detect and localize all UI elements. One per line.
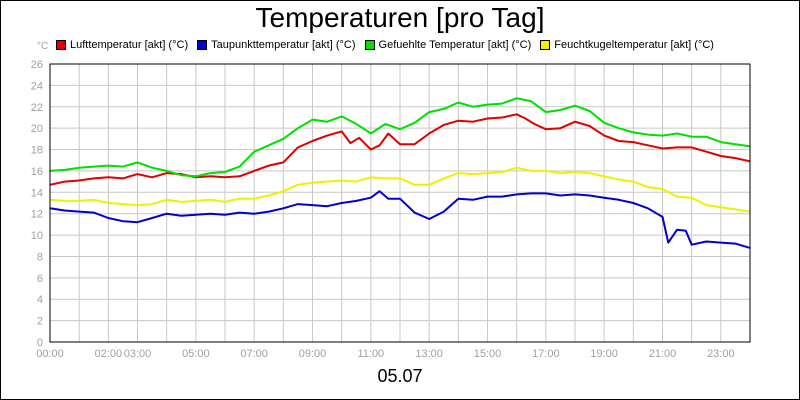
legend-swatch [56,40,66,50]
y-tick-label: 4 [37,294,43,306]
legend-label: Gefuehlte Temperatur [akt] (°C) [378,39,532,51]
legend-item-feuchtkugeltemperatur: Feuchtkugeltemperatur [akt] (°C) [540,39,714,51]
x-tick-label: 00:00 [36,348,64,360]
x-tick-label: 15:00 [474,348,502,360]
x-tick-label: 23:00 [707,348,735,360]
y-tick-label: 18 [31,145,43,157]
legend-label: Feuchtkugeltemperatur [akt] (°C) [554,39,714,51]
x-tick-label: 05:00 [182,348,210,360]
legend-label: Lufttemperatur [akt] (°C) [70,39,189,51]
legend-item-gefuehlte-temperatur: Gefuehlte Temperatur [akt] (°C) [364,39,532,51]
series-line-3 [49,166,751,213]
y-tick-label: 6 [37,273,43,285]
y-tick-label: 22 [31,102,43,114]
legend-item-lufttemperatur: Lufttemperatur [akt] (°C) [56,39,188,51]
chart-title: Temperaturen [pro Tag] [255,2,545,33]
x-tick-label: 02:00 [95,348,123,360]
series-line-2 [49,97,751,178]
x-axis-label: 05.07 [377,366,423,386]
x-tick-label: 13:00 [415,348,443,360]
y-tick-label: 16 [31,166,43,178]
y-tick-label: 0 [37,337,43,349]
y-tick-label: 20 [31,123,43,135]
legend-label: Taupunkttemperatur [akt] (°C) [211,39,356,51]
series-lines [49,97,751,249]
x-tick-label: 11:00 [357,348,384,360]
y-tick-label: 26 [31,59,43,71]
y-tick-label: 24 [31,80,43,92]
legend-swatch [197,40,208,50]
legend-item-taupunkttemperatur: Taupunkttemperatur [akt] (°C) [197,39,356,51]
x-tick-label: 21:00 [649,348,677,360]
x-tick-label: 19:00 [590,348,618,360]
x-axis-labels: 00:00 02:00 03:00 05:00 07:00 09:00 11:00 13:00… [36,348,734,360]
y-tick-label: 2 [37,316,43,328]
legend-swatch [540,40,551,50]
y-tick-label: 8 [37,251,43,263]
y-tick-label: 12 [31,209,43,221]
x-tick-label: 17:00 [532,348,560,360]
series-line-1 [49,190,751,249]
x-tick-label: 03:00 [124,348,152,360]
plot-border [49,63,751,343]
legend-swatch [364,40,375,50]
y-tick-label: 10 [31,230,43,242]
x-tick-label: 07:00 [240,348,268,360]
legend: Lufttemperatur [akt] (°C) Taupunkttemper… [56,37,723,53]
x-tick-label: 09:00 [299,348,327,360]
y-tick-label: 14 [31,187,43,199]
y-axis-unit: °C [37,41,49,52]
